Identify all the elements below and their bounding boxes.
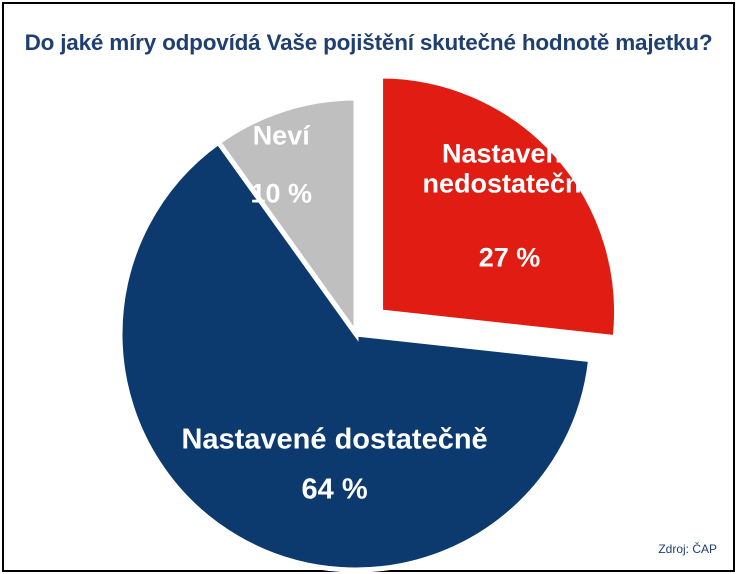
slice-name-label: nedostatečně — [422, 168, 596, 198]
source-note: Zdroj: ČAP — [658, 542, 717, 556]
slice-name-label: Neví — [253, 121, 312, 151]
pie-slice-nastavené-dostatečně — [117, 138, 594, 573]
slice-value-label: 10 % — [250, 179, 312, 209]
slice-value-label: 27 % — [479, 242, 541, 272]
pie-slices — [117, 73, 620, 573]
pie-slice-neví — [214, 95, 359, 342]
chart-title: Do jaké míry odpovídá Vaše pojištění sku… — [24, 30, 713, 55]
pie-slice-nastavené-nedostatečně — [378, 73, 620, 341]
slice-value-label: 64 % — [302, 474, 368, 506]
slice-name-label: Nastavené dostatečně — [181, 424, 487, 456]
slice-name-label: Nastavené — [442, 138, 577, 168]
